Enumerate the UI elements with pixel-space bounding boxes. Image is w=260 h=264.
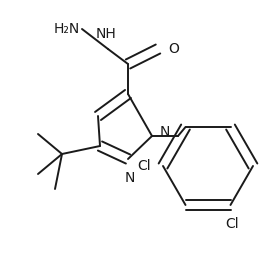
Text: N: N	[125, 171, 135, 185]
Text: Cl: Cl	[226, 217, 239, 231]
Text: O: O	[168, 42, 179, 56]
Text: H₂N: H₂N	[54, 22, 80, 36]
Text: NH: NH	[96, 27, 116, 41]
Text: N: N	[160, 125, 170, 139]
Text: Cl: Cl	[137, 159, 151, 173]
